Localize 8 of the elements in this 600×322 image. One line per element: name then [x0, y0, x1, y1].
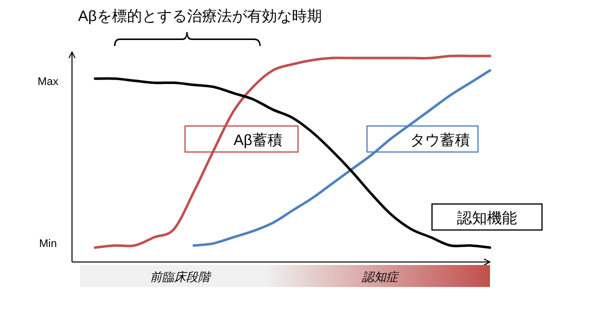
annotation: Max	[38, 76, 58, 88]
series-label: タウ蓄積	[410, 132, 470, 149]
annotation: 前臨床段階	[150, 270, 210, 284]
series-label: Aβ蓄積	[234, 132, 282, 149]
series-label: 認知機能	[457, 210, 517, 227]
annotation: Aβを標的とする治療法が有効な時期	[78, 8, 322, 25]
annotation: Min	[39, 238, 57, 250]
annotation: 認知症	[362, 270, 398, 284]
